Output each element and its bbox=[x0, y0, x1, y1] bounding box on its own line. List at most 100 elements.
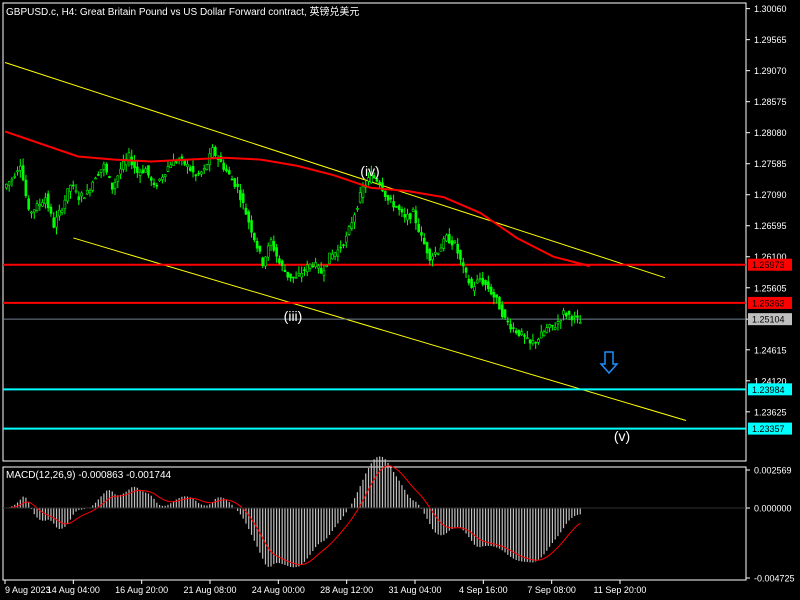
candle-body bbox=[241, 193, 245, 203]
candle-body bbox=[85, 190, 89, 195]
candle-body bbox=[420, 232, 423, 236]
candle-body bbox=[236, 183, 239, 187]
candle-body bbox=[556, 321, 560, 325]
candle-body bbox=[289, 273, 292, 279]
candle-body bbox=[478, 278, 482, 280]
candle-body bbox=[489, 286, 493, 295]
candle-body bbox=[528, 339, 532, 344]
time-tick-label: 11 Sep 20:00 bbox=[594, 585, 647, 595]
candle-body bbox=[305, 264, 309, 273]
macd-histogram bbox=[8, 456, 581, 568]
candle-body bbox=[453, 240, 457, 243]
candle-body bbox=[445, 234, 448, 242]
candle-body bbox=[319, 267, 323, 274]
candle-body bbox=[292, 276, 295, 279]
candle-body bbox=[297, 272, 301, 276]
level-tag-label: 1.25363 bbox=[752, 298, 785, 308]
candle-body bbox=[500, 304, 504, 318]
candle-body bbox=[138, 171, 142, 176]
candle-body bbox=[7, 181, 11, 186]
candle-body bbox=[10, 178, 14, 182]
candle-body bbox=[161, 176, 164, 180]
candle-body bbox=[342, 244, 345, 247]
time-tick-label: 21 Aug 08:00 bbox=[183, 585, 236, 595]
candle-body bbox=[124, 158, 128, 166]
level-tag-label: 1.23357 bbox=[752, 424, 785, 434]
price-tick-label: 1.29565 bbox=[754, 35, 787, 45]
time-tick-label: 4 Sep 16:00 bbox=[459, 585, 508, 595]
price-tick-label: 1.28575 bbox=[754, 97, 787, 107]
price-tick-label: 1.26595 bbox=[754, 221, 787, 231]
candle-body bbox=[194, 174, 198, 177]
candle-body bbox=[450, 240, 454, 246]
candle-body bbox=[266, 245, 270, 258]
candle-body bbox=[250, 220, 253, 233]
level-tag-bg bbox=[748, 313, 792, 326]
candle-body bbox=[166, 166, 170, 172]
candle-body bbox=[336, 249, 340, 257]
candle-body bbox=[21, 165, 25, 181]
candle-body bbox=[439, 247, 443, 252]
candle-body bbox=[464, 267, 468, 273]
candle-body bbox=[77, 196, 81, 201]
macd-title: MACD(12,26,9) -0.000863 -0.001744 bbox=[6, 470, 172, 481]
price-tick-label: 1.24120 bbox=[754, 376, 787, 386]
price-tick-label: 1.27090 bbox=[754, 190, 787, 200]
candle-body bbox=[74, 190, 78, 193]
price-candles bbox=[5, 144, 582, 350]
candle-body bbox=[392, 201, 395, 208]
time-tick-label: 9 Aug 2023 bbox=[5, 585, 51, 595]
candle-body bbox=[278, 258, 281, 264]
candle-body bbox=[80, 192, 83, 197]
candle-body bbox=[94, 177, 97, 180]
level-tag-label: 1.23984 bbox=[752, 385, 785, 395]
candle-body bbox=[411, 208, 415, 212]
candle-body bbox=[66, 188, 69, 202]
candle-body bbox=[202, 168, 206, 171]
level-tag-bg bbox=[748, 383, 792, 396]
candle-body bbox=[41, 202, 44, 207]
candle-body bbox=[339, 246, 342, 249]
candle-body bbox=[495, 294, 498, 298]
candle-body bbox=[264, 256, 267, 267]
candle-body bbox=[350, 222, 354, 229]
candle-body bbox=[461, 262, 465, 267]
candle-body bbox=[375, 178, 379, 182]
candle-body bbox=[475, 279, 479, 284]
candle-body bbox=[225, 168, 228, 172]
time-tick-label: 7 Sep 08:00 bbox=[527, 585, 576, 595]
candle-body bbox=[317, 265, 320, 269]
candle-body bbox=[512, 327, 515, 329]
candle-body bbox=[222, 162, 225, 170]
wave-label-iii: (iii) bbox=[284, 308, 303, 324]
macd-tick-label: 0.000000 bbox=[754, 504, 792, 514]
candle-body bbox=[523, 334, 526, 337]
candle-body bbox=[503, 309, 507, 318]
candle-body bbox=[417, 223, 420, 233]
candle-body bbox=[481, 277, 485, 285]
candle-body bbox=[197, 172, 200, 175]
candle-body bbox=[367, 177, 370, 182]
candle-body bbox=[175, 161, 178, 163]
candle-body bbox=[180, 156, 184, 159]
candle-body bbox=[5, 183, 8, 189]
candle-body bbox=[44, 197, 47, 205]
candle-body bbox=[570, 316, 574, 321]
candle-body bbox=[459, 250, 462, 260]
candle-body bbox=[506, 320, 510, 323]
candle-body bbox=[308, 263, 312, 269]
candle-body bbox=[487, 281, 490, 290]
level-tag-bg bbox=[748, 296, 792, 309]
candle-body bbox=[283, 269, 287, 273]
price-tick-label: 1.30060 bbox=[754, 4, 787, 14]
time-tick-label: 28 Aug 12:00 bbox=[320, 585, 373, 595]
candle-body bbox=[227, 170, 231, 175]
macd-tick-label: -0.004725 bbox=[754, 574, 795, 584]
candle-body bbox=[186, 163, 189, 167]
level-tag-bg bbox=[748, 422, 792, 435]
candle-body bbox=[548, 324, 551, 329]
candle-body bbox=[155, 185, 159, 187]
candle-body bbox=[286, 271, 290, 278]
candle-body bbox=[71, 184, 75, 187]
candle-body bbox=[122, 161, 125, 170]
